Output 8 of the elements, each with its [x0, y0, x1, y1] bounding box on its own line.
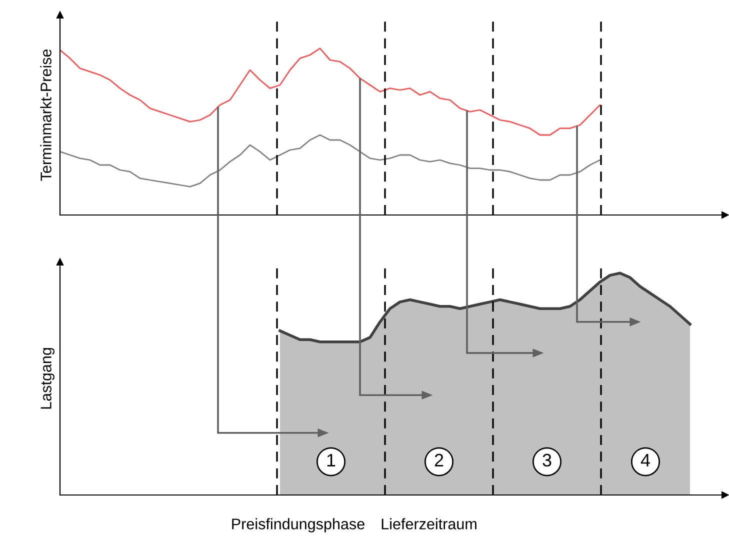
- y-axis-title: Lastgang: [40, 348, 54, 409]
- annotation: 2: [434, 454, 444, 466]
- annotation: 1: [327, 454, 336, 466]
- text: Lieferzeitraum: [382, 518, 476, 530]
- annotation: 3: [542, 454, 552, 467]
- annotation: 4: [640, 454, 650, 466]
- y-axis-title: Terminmarkt-Preise: [40, 49, 52, 181]
- text: Preisfindungsphase: [232, 518, 364, 532]
